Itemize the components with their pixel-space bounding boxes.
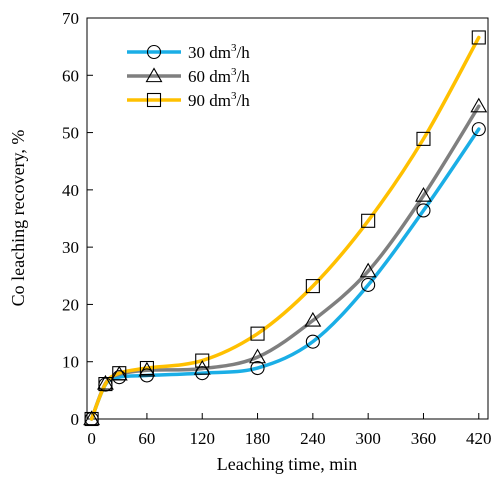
data-point-series-1 — [361, 277, 376, 293]
data-point-series-3 — [361, 213, 376, 228]
y-axis-title: Co leaching recovery, % — [8, 130, 28, 307]
data-point-series-2 — [470, 97, 488, 113]
data-point-series-3 — [305, 279, 320, 294]
data-point-series-3 — [195, 353, 210, 368]
legend-label-superscript: 3 — [231, 42, 237, 54]
y-tick-label: 10 — [62, 353, 79, 372]
legend-marker-1 — [146, 44, 162, 60]
data-point-series-1 — [250, 360, 265, 376]
x-tick-label: 360 — [411, 429, 437, 448]
legend-label-main: 90 dm — [188, 91, 231, 110]
series-line-2 — [89, 104, 481, 421]
legend-label-main: 60 dm — [188, 67, 231, 86]
data-point-series-2 — [415, 186, 432, 202]
x-axis-title: Leaching time, min — [217, 454, 357, 474]
legend-label-tail: /h — [236, 91, 250, 110]
x-tick-label: 60 — [138, 429, 155, 448]
data-point-series-3 — [416, 131, 431, 146]
legend-label-superscript: 3 — [231, 90, 237, 102]
y-tick-label: 0 — [71, 410, 80, 429]
legend-label-2: 60 dm3/h — [188, 66, 250, 86]
data-point-series-2 — [138, 361, 156, 377]
plot-area-group: 0 10 20 30 40 50 60 70 0 60 120 180 240 300 360 420 — [62, 9, 492, 448]
data-point-series-1 — [416, 203, 431, 218]
x-tick-label: 420 — [466, 429, 492, 448]
legend-label-tail: /h — [236, 67, 250, 86]
data-point-series-2 — [249, 348, 266, 364]
y-tick-label: 60 — [62, 66, 79, 85]
data-point-series-1 — [471, 122, 486, 137]
y-tick-label: 30 — [62, 238, 79, 257]
legend-label-3: 90 dm3/h — [188, 90, 250, 110]
x-tick-label: 120 — [189, 429, 215, 448]
data-point-series-3 — [250, 326, 265, 341]
legend-marker-2 — [145, 67, 163, 83]
data-point-series-1 — [305, 334, 320, 349]
data-point-series-3 — [98, 377, 113, 392]
x-tick-label: 240 — [300, 429, 326, 448]
series-markers — [83, 30, 488, 427]
x-tick-label: 180 — [245, 429, 271, 448]
plot-area-frame — [86, 17, 489, 420]
series-line-3 — [89, 35, 481, 421]
data-point-series-2 — [359, 262, 377, 278]
data-point-series-3 — [84, 411, 99, 427]
data-point-series-3 — [471, 30, 486, 45]
x-tick-label: 0 — [87, 429, 96, 448]
legend: 30 dm3/h60 dm3/h90 dm3/h — [127, 42, 250, 110]
data-point-series-2 — [83, 410, 101, 426]
x-axis-ticks: 0 60 120 180 240 300 360 420 — [87, 413, 492, 448]
legend-label-tail: /h — [236, 43, 250, 62]
legend-label-superscript: 3 — [231, 66, 237, 78]
y-tick-label: 20 — [62, 295, 79, 314]
data-point-series-2 — [193, 359, 211, 375]
data-point-series-3 — [112, 366, 127, 381]
y-tick-label: 50 — [62, 124, 79, 143]
legend-label-main: 30 dm — [188, 43, 231, 62]
legend-marker-3 — [146, 92, 162, 108]
y-axis-ticks: 0 10 20 30 40 50 60 70 — [62, 9, 93, 429]
y-tick-label: 70 — [62, 9, 79, 28]
data-point-series-2 — [96, 374, 114, 390]
legend-label-1: 30 dm3/h — [188, 42, 250, 62]
data-point-series-3 — [139, 360, 154, 376]
data-point-series-2 — [304, 311, 322, 327]
x-tick-label: 300 — [355, 429, 381, 448]
y-tick-label: 40 — [62, 181, 79, 200]
